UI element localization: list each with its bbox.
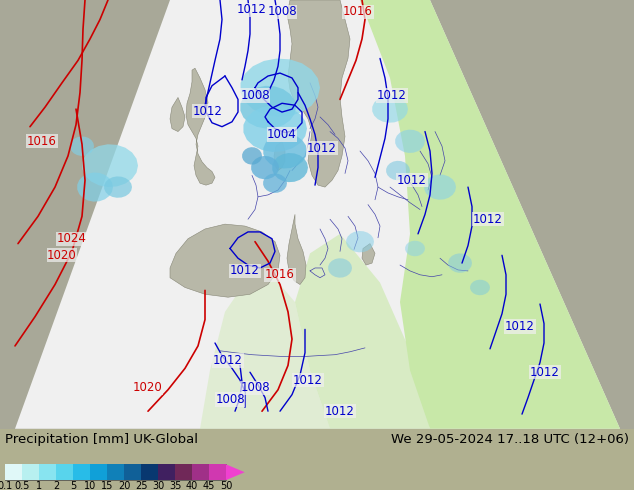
Polygon shape <box>15 0 620 429</box>
Text: We 29-05-2024 17..18 UTC (12+06): We 29-05-2024 17..18 UTC (12+06) <box>391 433 629 446</box>
Bar <box>124 465 141 480</box>
Text: 30: 30 <box>152 481 164 490</box>
Polygon shape <box>82 144 138 187</box>
Text: 5: 5 <box>70 481 76 490</box>
Text: 1012: 1012 <box>230 265 260 277</box>
Text: 1008: 1008 <box>215 393 245 406</box>
Polygon shape <box>240 59 320 117</box>
Bar <box>22 465 39 480</box>
Text: 10: 10 <box>84 481 96 490</box>
Bar <box>192 465 209 480</box>
Text: 0.1: 0.1 <box>0 481 13 490</box>
Text: 1016: 1016 <box>343 5 373 18</box>
Text: 1016: 1016 <box>27 135 57 148</box>
Text: 1004: 1004 <box>267 128 297 141</box>
Text: 1016: 1016 <box>265 269 295 281</box>
Bar <box>73 465 90 480</box>
Text: 1024: 1024 <box>57 232 87 245</box>
Polygon shape <box>186 68 215 185</box>
Text: 25: 25 <box>135 481 147 490</box>
Polygon shape <box>424 174 456 200</box>
Text: 1012: 1012 <box>473 213 503 226</box>
Text: 40: 40 <box>186 481 198 490</box>
Polygon shape <box>274 141 285 171</box>
Polygon shape <box>251 156 279 179</box>
Text: 1012: 1012 <box>397 174 427 187</box>
Text: 1012: 1012 <box>505 320 535 333</box>
Bar <box>5 465 226 480</box>
Polygon shape <box>328 258 352 278</box>
Polygon shape <box>104 176 132 198</box>
Bar <box>5 465 22 480</box>
Polygon shape <box>362 244 375 265</box>
Polygon shape <box>346 231 374 252</box>
Bar <box>90 465 107 480</box>
Polygon shape <box>448 253 472 273</box>
Text: 1012: 1012 <box>213 354 243 367</box>
Bar <box>39 465 56 480</box>
Polygon shape <box>240 86 296 128</box>
Polygon shape <box>470 280 490 295</box>
Polygon shape <box>295 234 430 429</box>
Text: 45: 45 <box>203 481 215 490</box>
Polygon shape <box>287 215 306 285</box>
Text: 15: 15 <box>101 481 113 490</box>
Polygon shape <box>215 0 420 88</box>
Polygon shape <box>243 105 307 152</box>
Polygon shape <box>405 241 425 256</box>
Text: 35: 35 <box>169 481 181 490</box>
Text: 20: 20 <box>118 481 130 490</box>
Polygon shape <box>70 136 94 156</box>
Text: 50: 50 <box>220 481 232 490</box>
Text: 0.5: 0.5 <box>15 481 30 490</box>
Text: 1012: 1012 <box>530 366 560 379</box>
Polygon shape <box>386 161 410 180</box>
Bar <box>209 465 226 480</box>
Bar <box>141 465 158 480</box>
Bar <box>107 465 124 480</box>
Text: 1012: 1012 <box>325 405 355 417</box>
Polygon shape <box>372 96 408 122</box>
Polygon shape <box>263 134 307 169</box>
Text: 2: 2 <box>53 481 59 490</box>
Text: 1: 1 <box>36 481 42 490</box>
Text: 1012: 1012 <box>377 89 407 102</box>
Bar <box>158 465 175 480</box>
Polygon shape <box>77 172 113 202</box>
Text: 1008: 1008 <box>240 89 270 102</box>
Polygon shape <box>395 130 425 153</box>
Polygon shape <box>272 153 308 182</box>
Polygon shape <box>360 0 620 429</box>
Text: 1012: 1012 <box>237 3 267 16</box>
Text: 1020: 1020 <box>133 381 163 394</box>
Polygon shape <box>287 0 350 187</box>
Text: 1012: 1012 <box>293 373 323 387</box>
Polygon shape <box>263 173 287 193</box>
Text: 1012: 1012 <box>307 142 337 155</box>
Polygon shape <box>170 98 185 131</box>
Text: Precipitation [mm] UK-Global: Precipitation [mm] UK-Global <box>5 433 198 446</box>
Bar <box>175 465 192 480</box>
Text: 1012: 1012 <box>193 104 223 118</box>
Text: 1008: 1008 <box>240 381 270 394</box>
Polygon shape <box>242 147 262 165</box>
Text: 1008: 1008 <box>267 5 297 18</box>
Text: 1020: 1020 <box>47 249 77 262</box>
Bar <box>56 465 73 480</box>
Polygon shape <box>170 224 280 297</box>
Polygon shape <box>226 465 245 480</box>
Polygon shape <box>200 273 330 429</box>
